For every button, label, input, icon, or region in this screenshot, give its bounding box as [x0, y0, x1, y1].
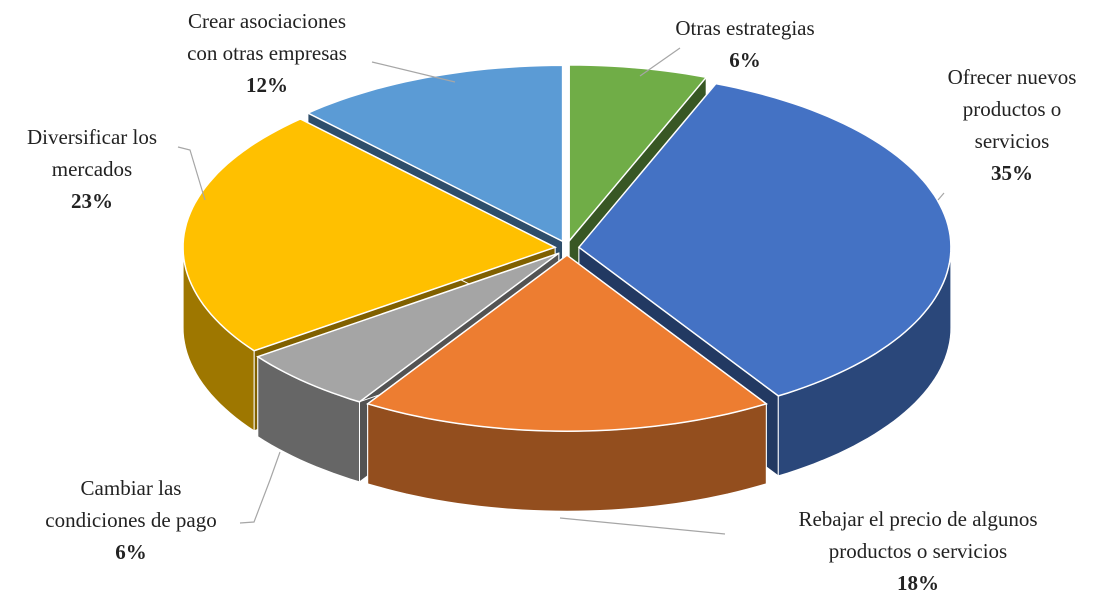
slice	[256, 252, 560, 403]
value-label: 6%	[729, 48, 761, 72]
value-label: 23%	[71, 189, 113, 213]
leader-line	[371, 61, 456, 83]
label-line: productos o servicios	[829, 539, 1007, 563]
value-label: 6%	[115, 540, 147, 564]
label-line: con otras empresas	[187, 41, 347, 65]
leader-line	[639, 47, 681, 77]
value-label: 12%	[246, 73, 288, 97]
slice	[577, 82, 952, 397]
label-line: servicios	[975, 129, 1050, 153]
label-line: condiciones de pago	[45, 508, 216, 532]
label-line: mercados	[52, 157, 132, 181]
leader-line	[937, 192, 945, 201]
category-label: Crear asociaciones con otras empresas	[187, 9, 347, 65]
category-label: Ofrecer nuevos productos o servicios	[948, 65, 1077, 153]
category-label: Cambiar las condiciones de pago	[45, 476, 216, 532]
leader-line	[177, 146, 206, 201]
slice	[182, 118, 558, 352]
label-line: Rebajar el precio de algunos	[798, 507, 1037, 531]
leader-line	[239, 451, 281, 524]
slice	[568, 64, 708, 243]
category-label: Otras estrategias	[675, 16, 814, 40]
value-label: 35%	[991, 161, 1033, 185]
label-line: productos o	[963, 97, 1062, 121]
label-line: Diversificar los	[27, 125, 157, 149]
label-line: Otras estrategias	[675, 16, 814, 40]
value-label: 18%	[897, 571, 939, 595]
slice	[366, 254, 768, 432]
label-line: Crear asociaciones	[188, 9, 346, 33]
leader-line	[559, 517, 726, 535]
label-line: Ofrecer nuevos	[948, 65, 1077, 89]
slice	[306, 64, 564, 243]
category-label: Rebajar el precio de algunos productos o …	[798, 507, 1037, 563]
label-line: Cambiar las	[81, 476, 182, 500]
category-label: Diversificar los mercados	[27, 125, 157, 181]
